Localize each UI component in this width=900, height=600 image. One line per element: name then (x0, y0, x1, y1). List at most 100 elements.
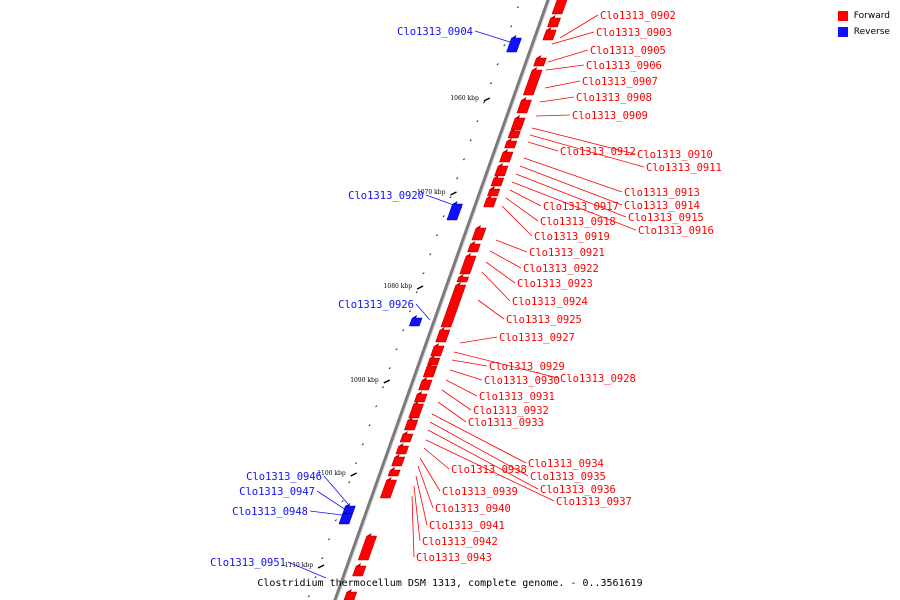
gene-label[interactable]: Clo1313_0922 (523, 263, 599, 275)
gene-label[interactable]: Clo1313_0935 (530, 471, 606, 483)
gene-reverse-4[interactable] (338, 513, 353, 525)
gene-label[interactable]: Clo1313_0948 (232, 506, 308, 518)
gene-forward-16[interactable] (459, 255, 477, 275)
gene-label[interactable]: Clo1313_0930 (484, 375, 560, 387)
gene-label[interactable]: Clo1313_0916 (638, 225, 714, 237)
gene-forward-2[interactable] (542, 29, 557, 41)
gene-label[interactable]: Clo1313_0923 (517, 278, 593, 290)
gene-label[interactable]: Clo1313_0929 (489, 361, 565, 373)
gene-forward-25[interactable] (408, 403, 424, 419)
gene-forward-33[interactable] (352, 565, 367, 577)
gene-forward-1[interactable] (547, 17, 561, 28)
minor-mark (503, 44, 506, 47)
gene-forward-14[interactable] (471, 227, 487, 241)
gene-label[interactable]: Clo1313_0925 (506, 314, 582, 326)
leader-line (485, 261, 516, 284)
minor-mark (307, 595, 310, 598)
gene-label[interactable]: Clo1313_0909 (572, 110, 648, 122)
gene-label[interactable]: Clo1313_0934 (528, 458, 604, 470)
gene-forward-20[interactable] (430, 345, 445, 357)
gene-forward-13[interactable] (483, 197, 498, 208)
gene-label[interactable]: Clo1313_0937 (556, 496, 632, 508)
gene-label[interactable]: Clo1313_0928 (560, 373, 636, 385)
gene-reverse-1[interactable] (446, 203, 463, 221)
gene-forward-28[interactable] (395, 445, 410, 455)
tick-label: 1100 kbp (317, 470, 346, 477)
gene-forward-30[interactable] (387, 469, 401, 477)
gene-label[interactable]: Clo1313_0912 (560, 146, 636, 158)
gene-forward-5[interactable] (516, 99, 532, 114)
gene-reverse-3[interactable] (342, 505, 356, 515)
gene-forward-32[interactable] (357, 535, 378, 561)
leader-line (511, 181, 637, 231)
gene-forward-21[interactable] (427, 357, 441, 366)
scale-minor-marks (307, 6, 520, 598)
gene-label[interactable]: Clo1313_0903 (596, 27, 672, 39)
gene-reverse-2[interactable] (408, 317, 423, 327)
gene-label[interactable]: Clo1313_0942 (422, 536, 498, 548)
leader-line (501, 205, 533, 237)
gene-forward-4[interactable] (522, 69, 543, 96)
leader-line (423, 447, 450, 470)
minor-mark (368, 424, 371, 427)
gene-forward-8[interactable] (504, 140, 518, 149)
gene-label[interactable]: Clo1313_0933 (468, 417, 544, 429)
gene-label[interactable]: Clo1313_0918 (540, 216, 616, 228)
minor-mark (422, 272, 425, 275)
gene-reverse-0[interactable] (506, 37, 522, 53)
gene-label[interactable]: Clo1313_0905 (590, 45, 666, 57)
gene-label[interactable]: Clo1313_0939 (442, 486, 518, 498)
gene-forward-19[interactable] (435, 329, 451, 343)
gene-forward-0[interactable] (551, 0, 568, 15)
gene-forward-9[interactable] (499, 151, 514, 163)
gene-label[interactable]: Clo1313_0921 (529, 247, 605, 259)
gene-label[interactable]: Clo1313_0927 (499, 332, 575, 344)
gene-forward-12[interactable] (487, 188, 501, 197)
leader-line (509, 189, 542, 207)
gene-forward-6[interactable] (510, 117, 526, 131)
gene-label[interactable]: Clo1313_0915 (628, 212, 704, 224)
gene-forward-26[interactable] (403, 419, 419, 431)
gene-forward-10[interactable] (494, 165, 509, 177)
gene-forward-11[interactable] (490, 177, 505, 187)
gene-forward-7[interactable] (507, 130, 521, 139)
gene-label[interactable]: Clo1313_0938 (451, 464, 527, 476)
gene-label[interactable]: Clo1313_0906 (586, 60, 662, 72)
gene-label[interactable]: Clo1313_0917 (543, 201, 619, 213)
gene-label[interactable]: Clo1313_0902 (600, 10, 676, 22)
gene-label[interactable]: Clo1313_0911 (646, 162, 722, 174)
gene-label[interactable]: Clo1313_0932 (473, 405, 549, 417)
gene-label[interactable]: Clo1313_0951 (210, 557, 286, 569)
gene-label[interactable]: Clo1313_0926 (338, 299, 414, 311)
gene-label[interactable]: Clo1313_0946 (246, 471, 322, 483)
gene-forward-27[interactable] (399, 433, 414, 443)
gene-forward-31[interactable] (379, 479, 397, 499)
gene-label[interactable]: Clo1313_0904 (397, 26, 473, 38)
gene-forward-17[interactable] (456, 276, 470, 283)
gene-forward-22[interactable] (422, 365, 438, 378)
gene-label[interactable]: Clo1313_0908 (576, 92, 652, 104)
gene-forward-15[interactable] (467, 243, 481, 253)
gene-label[interactable]: Clo1313_0919 (534, 231, 610, 243)
gene-label[interactable]: Clo1313_0936 (540, 484, 616, 496)
gene-label[interactable]: Clo1313_0941 (429, 520, 505, 532)
gene-label[interactable]: Clo1313_0931 (479, 391, 555, 403)
gene-label[interactable]: Clo1313_0943 (416, 552, 492, 564)
gene-label[interactable]: Clo1313_0920 (348, 190, 424, 202)
leader-line (431, 413, 527, 464)
gene-label[interactable]: Clo1313_0910 (637, 149, 713, 161)
gene-label[interactable]: Clo1313_0940 (435, 503, 511, 515)
gene-forward-18[interactable] (440, 284, 467, 328)
legend-reverse: Reverse (837, 24, 890, 40)
gene-label[interactable]: Clo1313_0947 (239, 486, 315, 498)
minor-mark (496, 63, 499, 66)
gene-label[interactable]: Clo1313_0913 (624, 187, 700, 199)
gene-forward-29[interactable] (391, 456, 406, 467)
gene-forward-34[interactable] (343, 591, 358, 600)
gene-forward-23[interactable] (418, 379, 433, 391)
gene-forward-3[interactable] (533, 57, 547, 67)
gene-label[interactable]: Clo1313_0907 (582, 76, 658, 88)
gene-label[interactable]: Clo1313_0924 (512, 296, 588, 308)
gene-forward-24[interactable] (413, 393, 428, 403)
gene-label[interactable]: Clo1313_0914 (624, 200, 700, 212)
